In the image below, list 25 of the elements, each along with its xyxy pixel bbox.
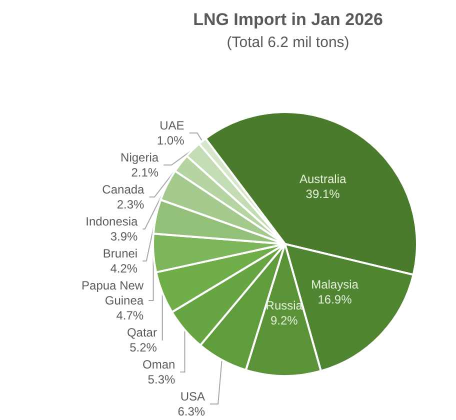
slice-label: Papua New Guinea xyxy=(82,278,144,308)
data-label: 5.2% xyxy=(130,340,158,354)
slice-label: UAE xyxy=(160,118,184,132)
slice-label: Qatar xyxy=(126,326,157,340)
data-label: 1.0% xyxy=(156,134,185,148)
slice-label: Oman xyxy=(142,358,176,372)
slice-label: Brunei xyxy=(102,246,138,260)
slice-label: Nigeria xyxy=(120,150,159,164)
data-label: 2.1% xyxy=(131,166,159,180)
chart-title: LNG Import in Jan 2026 xyxy=(193,10,383,29)
slice-label: USA xyxy=(180,390,206,404)
data-label: 16.9% xyxy=(318,292,352,306)
data-label: 9.2% xyxy=(270,313,298,328)
data-label: 39.1% xyxy=(306,186,340,201)
data-label: 3.9% xyxy=(110,230,138,244)
slice-label: Malaysia xyxy=(311,277,359,292)
slice-label: Australia xyxy=(299,172,346,186)
data-label: 4.2% xyxy=(110,262,138,276)
data-label: 4.7% xyxy=(116,308,144,322)
chart-subtitle: (Total 6.2 mil tons) xyxy=(226,34,350,51)
slice-label: Canada xyxy=(102,182,145,196)
data-label: 5.3% xyxy=(148,372,176,386)
slice-label: Indonesia xyxy=(86,214,138,228)
data-label: 2.3% xyxy=(116,198,145,212)
data-label: 6.3% xyxy=(178,404,206,418)
